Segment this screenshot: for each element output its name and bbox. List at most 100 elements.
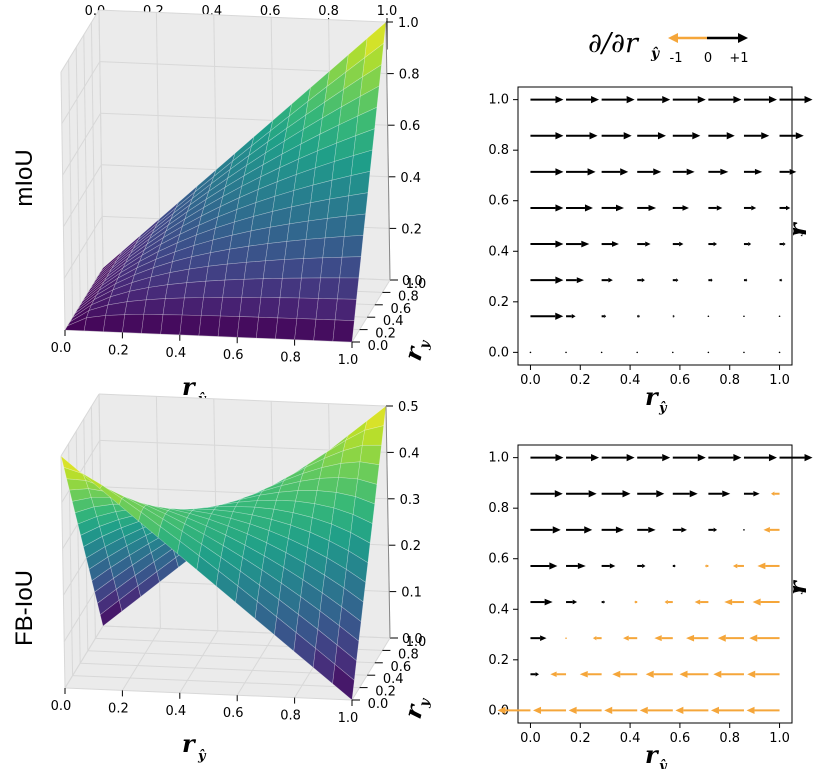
surface-facet [339,606,362,642]
gridline [63,216,103,279]
quiver-arrow [566,454,600,462]
quiver-arrow-head [642,563,646,569]
quiver-arrow [672,168,695,176]
quiver-arrow [779,205,791,211]
quiver-arrow-head [639,706,648,714]
x-axis-label-subscript: ŷ [658,759,668,769]
surface-facet [255,316,279,340]
y-tick-label: 0.8 [488,143,509,158]
quiver-arrow [747,670,780,678]
surface-facet [348,532,371,564]
surface-facet [294,318,317,341]
quiver-arrow-head [588,490,597,498]
surface-facet [162,297,185,316]
quiver-arrow [601,454,635,462]
quiver-arrow-head [555,168,564,176]
quiver-arrow [601,490,631,498]
quiver-arrow [779,454,813,462]
z-tick-label: 0.3 [400,493,421,508]
surface-facet [241,278,264,298]
quiver-arrow [566,526,593,534]
quiver-arrow [749,634,780,642]
gridline [75,47,81,306]
surface-facet [186,265,209,284]
quiver-arrow [664,599,673,605]
surface-facet [355,478,378,505]
quiver-arrow [746,706,780,714]
quiver-arrow [637,490,665,498]
surface-facet [332,319,355,343]
quiver-arrow [623,635,638,641]
surface-facet [338,461,361,480]
quiver-arrow [743,132,770,140]
z-tick-label: 0.0 [402,274,423,289]
surface-facet [203,279,226,298]
quiver-arrow-head [540,635,547,641]
quiver-arrow [686,634,709,642]
surface-facet [320,256,343,279]
quiver-arrow-head [626,454,635,462]
surface-facet [327,195,350,219]
quiver-arrow-head [675,706,684,714]
quiver-arrow [604,706,638,714]
quiver-arrow-head [770,491,775,496]
fbiou-surface-plot: 0.0 0.2 0.4 0.6 0.8 1.00.00.20.40.60.81.00.00… [51,393,434,764]
quiver-arrow-head [710,278,713,282]
quiver-arrow-head [554,490,563,498]
quiver-arrow [708,454,742,462]
y-tick-label: 0.2 [375,685,396,700]
quiver-arrow [637,168,662,176]
surface-facet [355,106,378,137]
quiver-arrow-head [657,132,666,140]
x-tick-label: 0.6 [223,348,244,363]
plot-frame [517,444,793,724]
quiver-arrow [601,600,605,604]
colorbar-tick-label: 0.8 [318,4,339,19]
quiver-arrow-head [768,96,777,104]
y-tick-label: 0.4 [488,602,509,617]
quiver-arrow [694,599,709,605]
x-tick-label: 1.0 [769,731,790,746]
gridline [351,279,391,343]
quiver-arrow [601,96,635,104]
quiver-arrow [654,635,673,642]
quiver-arrow [724,598,744,606]
miou-surface-plot: 0.0 0.2 0.4 0.6 0.8 1.00.00.20.40.60.81.00.00… [51,9,434,407]
quiver-arrow-head [571,313,576,319]
x-tick-label: 0.0 [51,341,72,356]
quiver-arrow-head [804,96,813,104]
surface-facet [141,314,164,335]
quiver-arrow-head [552,526,561,534]
quiver-arrow-head [576,277,584,284]
quiver-arrow [566,240,590,248]
quiver-arrow-head [638,314,640,318]
quiver-arrow-head [679,670,688,678]
quiver-arrow [708,205,723,211]
quiver-arrow [708,168,729,175]
x-tick-label: 0.4 [165,704,186,719]
z-tick-label: 0.8 [399,68,420,83]
quiver-arrow-head [609,563,616,569]
quiver-arrow [530,562,558,570]
surface-facet [359,444,382,466]
quiver-arrow-head [697,96,706,104]
quiver-arrow [705,564,709,568]
quiver-arrow-head [733,96,742,104]
quiver-arrow [637,204,657,211]
gridline [68,59,74,318]
quiver-arrow-head [584,526,593,534]
quiver-arrow-head [550,671,557,678]
surface-facet [315,298,338,321]
quiver-arrow-head [692,132,701,140]
quiver-arrow-head [757,562,766,570]
quiver-arrow-head [555,276,564,284]
quiver-arrow-head [745,278,748,282]
quiver-arrow [707,315,710,318]
y-tick-label: 0.6 [488,552,509,567]
quiver-arrow-head [577,562,586,570]
y-tick-label: 0.6 [390,302,411,317]
quiver-arrow [566,313,576,319]
quiver-arrow-head [591,96,600,104]
quiver-arrow-head [679,241,684,247]
surface-facet [353,128,376,157]
